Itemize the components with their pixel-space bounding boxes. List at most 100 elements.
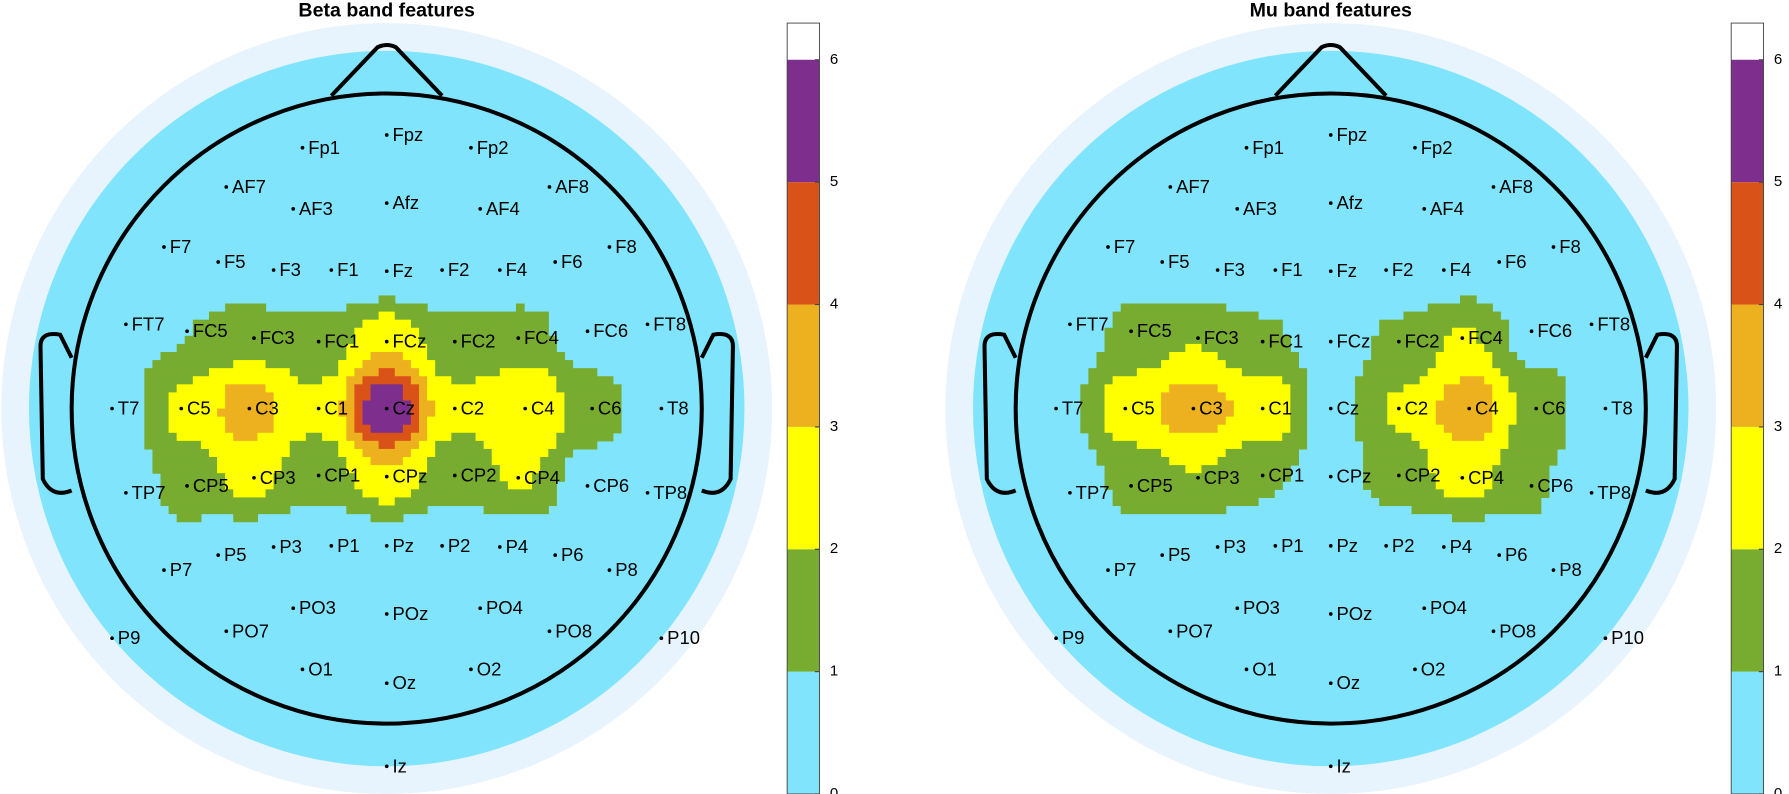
interp-cell: [176, 424, 186, 434]
interp-cell: [1120, 473, 1130, 482]
interp-cell: [346, 360, 355, 369]
electrode: [1129, 329, 1133, 334]
electrode-label: POz: [1337, 603, 1373, 624]
interp-cell: [297, 392, 307, 402]
interp-cell: [1193, 376, 1203, 385]
interp-cell: [1387, 384, 1396, 393]
interp-cell: [1492, 327, 1501, 337]
interp-cell: [241, 351, 250, 361]
interp-cell: [1419, 311, 1429, 321]
interp-cell: [1136, 384, 1146, 393]
interp-cell: [540, 481, 549, 490]
interp-cell: [1096, 376, 1106, 385]
interp-cell: [1217, 424, 1227, 434]
interp-cell: [1233, 351, 1243, 361]
interp-cell: [1128, 360, 1138, 369]
interp-cell: [1484, 376, 1493, 385]
interp-cell: [410, 457, 420, 466]
interp-cell: [1468, 505, 1477, 515]
interp-cell: [217, 384, 226, 393]
interp-cell: [217, 319, 226, 329]
interp-cell: [257, 424, 267, 434]
interp-cell: [1411, 360, 1421, 369]
interp-cell: [176, 505, 186, 515]
interp-cell: [1451, 489, 1461, 498]
interp-cell: [1411, 424, 1421, 434]
interp-cell: [1524, 408, 1534, 418]
interp-cell: [499, 481, 509, 490]
interp-cell: [1209, 448, 1219, 458]
interp-cell: [160, 351, 170, 361]
electrode: [1123, 406, 1128, 411]
interp-cell: [1371, 400, 1380, 410]
interp-cell: [1419, 448, 1429, 458]
interp-cell: [338, 481, 347, 490]
interp-cell: [1120, 505, 1130, 515]
interp-cell: [548, 368, 557, 377]
interp-cell: [217, 351, 226, 361]
interp-cell: [338, 311, 347, 321]
interp-cell: [507, 497, 517, 507]
electrode-label: F4: [1450, 259, 1472, 280]
interp-cell: [475, 497, 485, 507]
interp-cell: [524, 408, 533, 418]
electrode-label: FCz: [392, 331, 426, 352]
electrode-label: FC6: [593, 320, 628, 341]
interp-cell: [1435, 440, 1445, 450]
interp-cell: [1459, 448, 1469, 458]
interp-cell: [515, 448, 525, 458]
interp-cell: [1201, 448, 1211, 458]
nose: [1273, 42, 1388, 98]
interp-cell: [1395, 481, 1405, 490]
interp-cell: [1225, 432, 1235, 442]
interp-cell: [265, 440, 275, 450]
interp-cell: [1185, 392, 1194, 402]
interp-cell: [1379, 343, 1388, 353]
interp-cell: [572, 432, 582, 442]
interp-cell: [241, 481, 250, 490]
electrode-label: TP8: [653, 482, 687, 503]
interp-cell: [507, 335, 517, 345]
interp-cell: [168, 440, 178, 450]
interp-cell: [1403, 481, 1413, 490]
interp-cell: [435, 465, 444, 474]
interp-cell: [483, 473, 493, 482]
interp-cell: [297, 319, 307, 329]
interp-cell: [1185, 368, 1194, 377]
interp-cell: [1379, 392, 1388, 402]
interp-cell: [160, 408, 170, 418]
interp-cell: [184, 489, 194, 498]
interp-cell: [1169, 457, 1178, 466]
interp-cell: [297, 416, 307, 426]
interp-cell: [305, 376, 315, 385]
interp-cell: [362, 343, 372, 353]
interp-cell: [580, 384, 590, 393]
interp-cell: [1395, 360, 1405, 369]
nose: [329, 42, 444, 98]
interp-cell: [233, 384, 242, 393]
interp-cell: [289, 335, 299, 345]
interp-cell: [1185, 311, 1194, 321]
interp-cell: [362, 303, 372, 313]
interp-cell: [1468, 392, 1477, 402]
interp-cell: [435, 311, 444, 321]
interp-cell: [305, 319, 315, 329]
interp-cell: [451, 416, 460, 426]
interp-cell: [475, 319, 485, 329]
interp-cell: [1266, 481, 1275, 490]
interp-cell: [1177, 416, 1186, 426]
interp-cell: [200, 343, 210, 353]
interp-cell: [1144, 368, 1154, 377]
interp-cell: [152, 448, 162, 458]
interp-cell: [1395, 457, 1405, 466]
interp-cell: [1185, 343, 1194, 353]
interp-cell: [305, 432, 315, 442]
interp-cell: [1419, 400, 1429, 410]
interp-cell: [1241, 319, 1251, 329]
interp-cell: [1282, 432, 1291, 442]
interp-cell: [1532, 440, 1542, 450]
interp-cell: [370, 416, 380, 426]
interp-cell: [1403, 400, 1413, 410]
interp-cell: [419, 384, 428, 393]
interp-cell: [580, 408, 590, 418]
